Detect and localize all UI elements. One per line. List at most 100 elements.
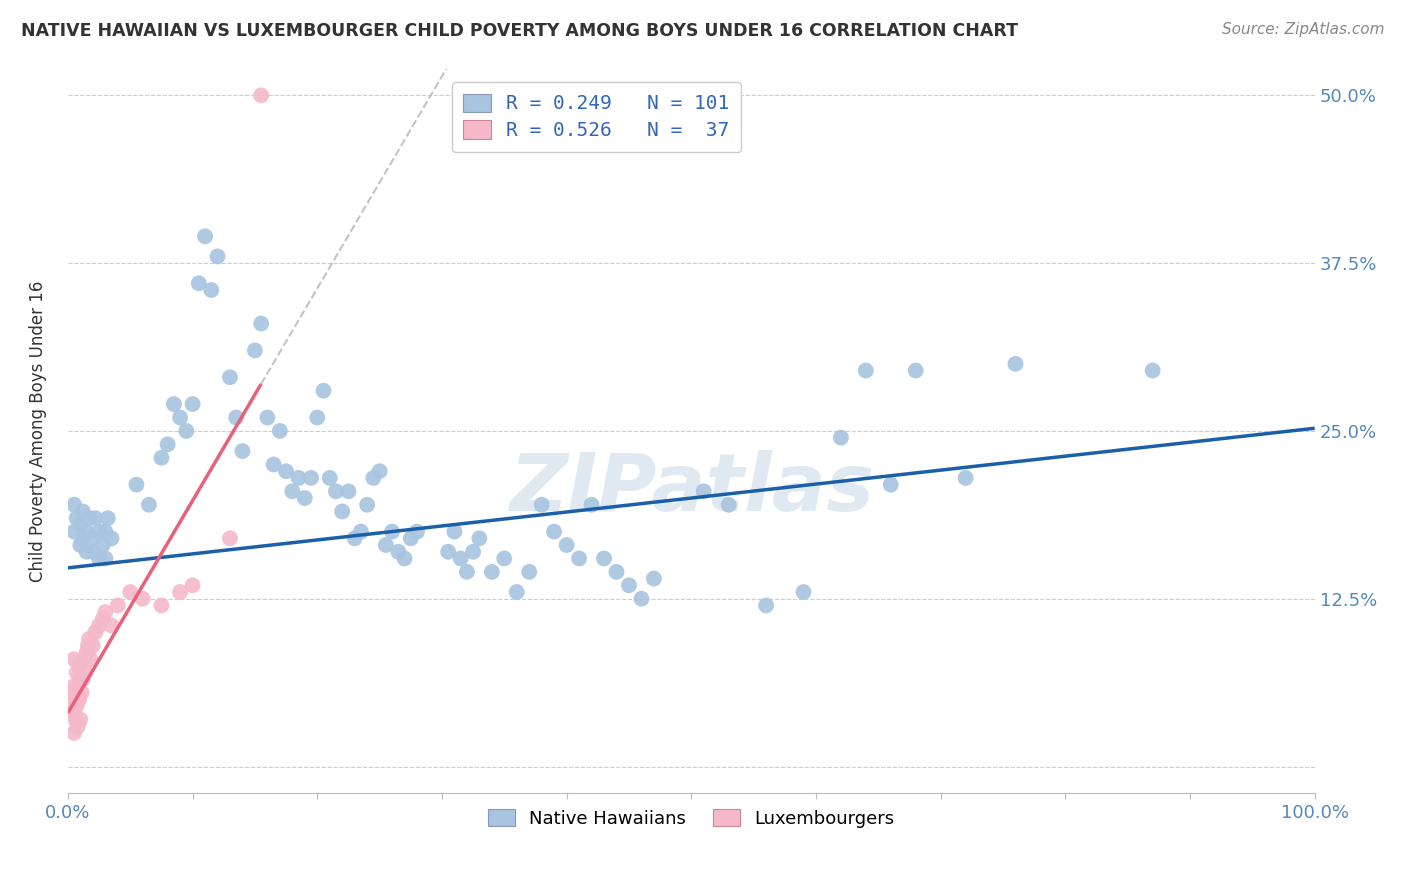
Point: [138, 498, 160, 512]
Point: [263, 458, 285, 472]
Point: [394, 551, 416, 566]
Point: [287, 471, 309, 485]
Point: [76, 545, 98, 559]
Text: ZIPatlas: ZIPatlas: [509, 450, 873, 528]
Point: [65, 699, 87, 714]
Point: [630, 591, 652, 606]
Point: [100, 618, 122, 632]
Point: [312, 384, 335, 398]
Point: [593, 551, 616, 566]
Point: [79, 652, 101, 666]
Point: [530, 498, 553, 512]
Point: [77, 632, 100, 646]
Point: [76, 524, 98, 539]
Point: [120, 585, 142, 599]
Point: [605, 565, 627, 579]
Y-axis label: Child Poverty Among Boys Under 16: Child Poverty Among Boys Under 16: [30, 280, 46, 582]
Point: [256, 410, 278, 425]
Point: [72, 531, 94, 545]
Text: NATIVE HAWAIIAN VS LUXEMBOURGER CHILD POVERTY AMONG BOYS UNDER 16 CORRELATION CH: NATIVE HAWAIIAN VS LUXEMBOURGER CHILD PO…: [21, 22, 1018, 40]
Point: [181, 397, 204, 411]
Point: [219, 531, 242, 545]
Point: [150, 450, 173, 465]
Point: [169, 410, 191, 425]
Point: [163, 397, 186, 411]
Point: [77, 511, 100, 525]
Point: [387, 545, 409, 559]
Point: [543, 524, 565, 539]
Point: [617, 578, 640, 592]
Point: [225, 410, 247, 425]
Point: [91, 538, 114, 552]
Legend: Native Hawaiians, Luxembourgers: Native Hawaiians, Luxembourgers: [481, 802, 903, 835]
Point: [67, 692, 90, 706]
Point: [461, 545, 484, 559]
Point: [94, 524, 117, 539]
Point: [82, 531, 104, 545]
Point: [250, 88, 273, 103]
Point: [494, 551, 516, 566]
Point: [337, 484, 360, 499]
Point: [75, 665, 97, 680]
Point: [65, 713, 87, 727]
Point: [356, 498, 378, 512]
Point: [187, 277, 209, 291]
Point: [855, 363, 877, 377]
Point: [87, 524, 110, 539]
Point: [330, 504, 353, 518]
Point: [169, 585, 191, 599]
Point: [63, 498, 86, 512]
Point: [207, 249, 229, 263]
Point: [63, 652, 86, 666]
Point: [181, 578, 204, 592]
Point: [194, 229, 217, 244]
Point: [792, 585, 814, 599]
Point: [1004, 357, 1026, 371]
Point: [299, 471, 322, 485]
Point: [67, 658, 90, 673]
Point: [880, 477, 903, 491]
Point: [84, 625, 107, 640]
Point: [231, 444, 253, 458]
Point: [87, 618, 110, 632]
Point: [66, 679, 89, 693]
Point: [73, 652, 96, 666]
Point: [250, 317, 273, 331]
Point: [84, 511, 107, 525]
Point: [82, 545, 104, 559]
Point: [69, 713, 91, 727]
Point: [693, 484, 716, 499]
Point: [76, 639, 98, 653]
Point: [294, 491, 316, 505]
Point: [443, 524, 465, 539]
Point: [406, 524, 429, 539]
Point: [399, 531, 422, 545]
Point: [150, 599, 173, 613]
Point: [72, 504, 94, 518]
Point: [506, 585, 529, 599]
Point: [830, 431, 852, 445]
Point: [76, 645, 98, 659]
Point: [468, 531, 491, 545]
Point: [243, 343, 266, 358]
Point: [343, 531, 366, 545]
Point: [325, 484, 347, 499]
Point: [555, 538, 578, 552]
Point: [176, 424, 198, 438]
Point: [70, 686, 93, 700]
Point: [125, 477, 148, 491]
Point: [368, 464, 391, 478]
Point: [82, 639, 104, 653]
Point: [63, 726, 86, 740]
Point: [219, 370, 242, 384]
Point: [437, 545, 460, 559]
Point: [131, 591, 153, 606]
Point: [65, 511, 87, 525]
Point: [363, 471, 385, 485]
Point: [107, 599, 129, 613]
Point: [481, 565, 503, 579]
Point: [456, 565, 478, 579]
Point: [69, 517, 91, 532]
Point: [274, 464, 297, 478]
Point: [904, 363, 927, 377]
